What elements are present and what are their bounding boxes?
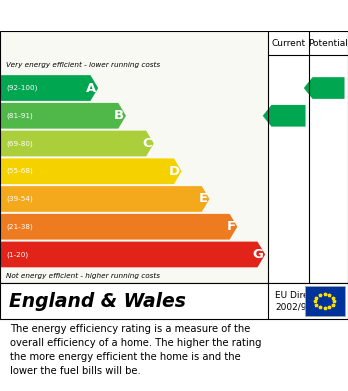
Text: (55-68): (55-68) (6, 168, 33, 174)
Text: (69-80): (69-80) (6, 140, 33, 147)
Text: C: C (142, 137, 152, 150)
Text: A: A (86, 82, 96, 95)
Text: (92-100): (92-100) (6, 85, 38, 91)
Text: G: G (253, 248, 263, 261)
Text: Current: Current (271, 39, 306, 48)
Text: E: E (199, 192, 208, 206)
Bar (268, 31, 348, 283)
Text: (21-38): (21-38) (6, 224, 33, 230)
Text: England & Wales: England & Wales (9, 292, 185, 310)
Polygon shape (0, 75, 98, 101)
Text: Not energy efficient - higher running costs: Not energy efficient - higher running co… (6, 273, 160, 279)
Polygon shape (263, 105, 306, 127)
Text: 84: 84 (283, 109, 301, 122)
Polygon shape (304, 77, 345, 99)
Text: Energy Efficiency Rating: Energy Efficiency Rating (9, 8, 230, 23)
Text: D: D (169, 165, 180, 178)
Text: 95: 95 (323, 82, 341, 95)
Polygon shape (0, 214, 237, 240)
Polygon shape (0, 158, 182, 184)
Text: B: B (114, 109, 124, 122)
Text: (39-54): (39-54) (6, 196, 33, 202)
Text: Potential: Potential (309, 39, 348, 48)
Text: Very energy efficient - lower running costs: Very energy efficient - lower running co… (6, 62, 160, 68)
Text: (1-20): (1-20) (6, 251, 29, 258)
Polygon shape (0, 242, 265, 267)
Polygon shape (0, 131, 154, 156)
Text: F: F (227, 220, 236, 233)
Polygon shape (0, 186, 209, 212)
Text: (81-91): (81-91) (6, 113, 33, 119)
Polygon shape (0, 103, 126, 129)
Text: EU Directive: EU Directive (275, 291, 331, 300)
Bar (0, 31, 268, 283)
Text: 2002/91/EC: 2002/91/EC (275, 303, 327, 312)
Text: The energy efficiency rating is a measure of the
overall efficiency of a home. T: The energy efficiency rating is a measur… (10, 325, 262, 377)
Bar (304, 286, 345, 316)
